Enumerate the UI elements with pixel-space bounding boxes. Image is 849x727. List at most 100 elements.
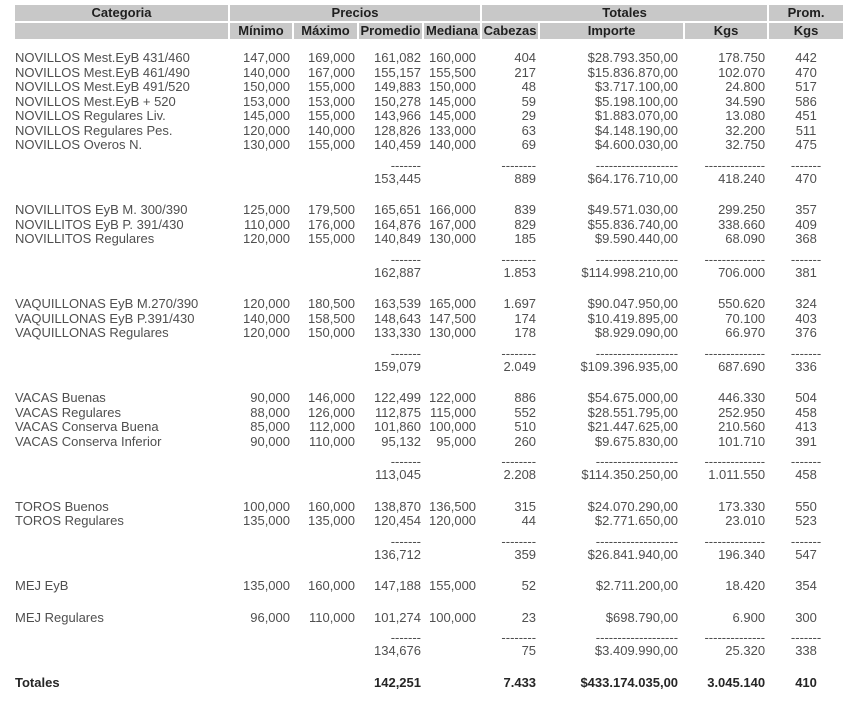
- spacer-row: [15, 562, 843, 579]
- cell-promedio: 122,499: [374, 390, 421, 405]
- cell-kgs: --------------: [704, 157, 766, 173]
- cell-categoria: VACAS Regulares: [15, 404, 121, 420]
- cell-prom-kgs: -------: [790, 345, 822, 361]
- price-report-page: { "header": { "categoria": "Categoria", …: [0, 5, 849, 727]
- table-row: VACAS Conserva Inferior 90,000 110,000 95,1…: [15, 433, 843, 450]
- cell-importe: $26.841.940,00: [587, 546, 679, 562]
- cell-promedio: 150,278: [374, 93, 421, 109]
- cell-categoria: NOVILLOS Overos N.: [15, 137, 143, 152]
- price-report-table: Categoria Precios Totales Prom. Mínimo M…: [13, 5, 845, 690]
- spacer-cell: [15, 594, 843, 611]
- cell-promedio: 165,651: [374, 202, 421, 217]
- cell-kgs: --------------: [704, 630, 766, 645]
- cell-promedio: 162,887: [374, 264, 421, 280]
- table-row: VACAS Conserva Buena 85,000 112,000 101,860…: [15, 419, 843, 435]
- cell-minimo: 110,000: [243, 216, 290, 232]
- cell-promedio: 134,676: [374, 643, 421, 658]
- subtotal-row: 113,045 2.208 $114.350.250,00 1.011.550 458: [15, 467, 843, 483]
- cell-promedio: 149,883: [374, 79, 421, 94]
- cell-prom-kgs: 458: [795, 467, 817, 482]
- cell-cabezas: 886: [514, 390, 537, 405]
- cell-kgs: 1.011.550: [708, 467, 766, 482]
- cell-prom-kgs: -------: [790, 251, 822, 267]
- cell-minimo: 120,000: [243, 231, 290, 246]
- cell-promedio: 138,870: [374, 498, 421, 514]
- cell-prom-kgs: 442: [795, 50, 817, 65]
- cell-categoria: [15, 172, 228, 187]
- cell-prom-kgs: -------: [790, 157, 822, 173]
- cell-prom-kgs: 470: [795, 170, 817, 186]
- cell-categoria: [15, 348, 228, 360]
- cell-promedio: 101,860: [374, 419, 421, 434]
- cell-categoria: NOVILLITOS Regulares: [15, 231, 155, 246]
- table-row: NOVILLOS Mest.EyB 431/460 147,000 169,000 1…: [15, 50, 843, 66]
- cell-promedio: 163,539: [374, 296, 421, 311]
- cell-cabezas: 2.049: [503, 358, 537, 374]
- cell-categoria: [15, 160, 228, 172]
- cell-promedio: 153,445: [374, 170, 421, 186]
- cell-maximo: 110,000: [308, 433, 355, 449]
- cell-minimo: [230, 644, 292, 659]
- cell-cabezas: 2.208: [503, 467, 537, 482]
- cell-mediana: 130,000: [429, 231, 477, 246]
- cell-maximo: 176,000: [308, 216, 355, 232]
- cell-mediana: 150,000: [429, 79, 477, 94]
- cell-prom-kgs: 550: [795, 498, 817, 514]
- separator-row: ------- -------- ------------------- ------…: [15, 533, 843, 549]
- cell-minimo: 140,000: [243, 64, 290, 80]
- cell-prom-kgs: 470: [795, 64, 817, 80]
- spacer-cell: [15, 374, 843, 391]
- cell-mediana: 155,000: [429, 578, 477, 593]
- cell-kgs: 32.200: [725, 122, 766, 138]
- cell-minimo: 85,000: [250, 419, 290, 434]
- separator-row: ------- -------- ------------------- ------…: [15, 157, 843, 173]
- separator-row: ------- -------- ------------------- ------…: [15, 251, 843, 267]
- cell-importe: -------------------: [595, 157, 679, 173]
- cell-mediana: [424, 456, 480, 468]
- cell-mediana: [424, 632, 480, 644]
- cell-mediana: 136,500: [429, 498, 477, 514]
- header-promedio: Promedio: [359, 23, 422, 39]
- cell-kgs: --------------: [704, 251, 766, 267]
- cell-minimo: [230, 172, 292, 187]
- cell-cabezas: 52: [521, 578, 537, 593]
- cell-kgs: 102.070: [718, 64, 766, 80]
- cell-cabezas: --------: [501, 533, 537, 549]
- cell-cabezas: 48: [521, 79, 537, 94]
- cell-minimo: 120,000: [243, 296, 290, 311]
- header-prom: Prom.: [769, 5, 844, 23]
- cell-importe: $698.790,00: [605, 609, 679, 625]
- subtotal-row: 159,079 2.049 $109.396.935,00 687.690 336: [15, 358, 843, 375]
- cell-importe: $49.571.030,00: [587, 202, 679, 217]
- cell-promedio: 128,826: [374, 122, 421, 138]
- table-row: NOVILLOS Regulares Pes. 120,000 140,000 128…: [15, 122, 843, 139]
- cell-prom-kgs: 475: [795, 137, 817, 152]
- cell-minimo: [230, 456, 292, 468]
- table-row: VAQUILLONAS EyB M.270/390 120,000 180,500 1…: [15, 296, 843, 312]
- cell-minimo: 90,000: [250, 433, 290, 449]
- cell-maximo: 179,500: [308, 202, 355, 217]
- cell-maximo: 155,000: [308, 231, 355, 246]
- cell-prom-kgs: 523: [795, 513, 817, 528]
- cell-maximo: 160,000: [308, 498, 355, 514]
- cell-prom-kgs: 324: [795, 296, 817, 311]
- cell-kgs: --------------: [704, 454, 766, 469]
- cell-importe: $28.551.795,00: [587, 404, 679, 420]
- cell-importe: $1.883.070,00: [594, 108, 679, 123]
- cell-kgs: 687.690: [718, 358, 766, 374]
- cell-maximo: [294, 360, 357, 375]
- spacer-cell: [15, 280, 843, 297]
- cell-cabezas: 44: [521, 513, 537, 528]
- cell-importe: $64.176.710,00: [587, 170, 679, 186]
- cell-categoria: [15, 632, 228, 644]
- header-categoria-spacer: [15, 23, 228, 39]
- table-row: MEJ EyB 135,000 160,000 147,188 155,000 52 $2.…: [15, 578, 843, 594]
- header-mediana: Mediana: [424, 23, 481, 39]
- cell-promedio: 155,157: [374, 64, 421, 80]
- cell-kgs: --------------: [704, 533, 766, 549]
- cell-maximo: [294, 644, 357, 659]
- cell-importe: $433.174.035,00: [580, 674, 679, 690]
- cell-categoria: VACAS Conserva Inferior: [15, 433, 162, 449]
- cell-maximo: 153,000: [308, 93, 355, 109]
- header-row-groups: Categoria Precios Totales Prom.: [15, 5, 844, 23]
